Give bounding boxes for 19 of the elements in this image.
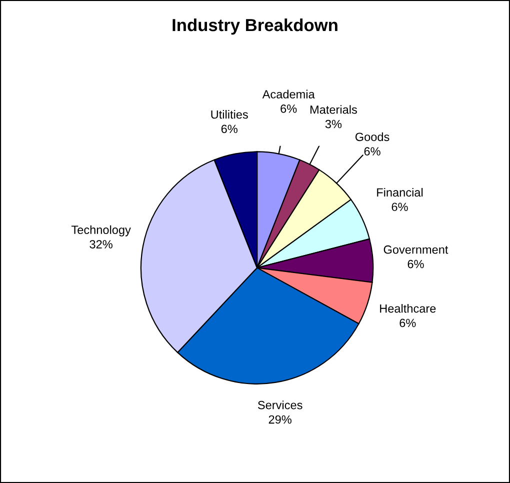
- data-label: 32%: [90, 240, 112, 248]
- data-label: 6%: [364, 147, 380, 156]
- data-label: 6%: [392, 202, 408, 212]
- slice-label: Goods: [355, 132, 390, 142]
- data-label: 6%: [408, 260, 424, 268]
- data-label: 6%: [221, 124, 238, 134]
- data-label: 29%: [268, 415, 292, 424]
- slice-label: Services: [258, 400, 302, 410]
- slice-label: Materials: [310, 105, 357, 114]
- slice-label: Financial: [377, 188, 423, 197]
- slice-label: Technology: [71, 225, 131, 236]
- chart-title: Industry Breakdown: [172, 18, 338, 35]
- slice-label: Utilities: [211, 110, 248, 119]
- slice-label: Academia: [262, 90, 315, 98]
- data-label: 3%: [325, 120, 342, 128]
- data-label: 6%: [280, 104, 297, 113]
- data-label: 6%: [400, 318, 416, 328]
- slice-label: Healthcare: [380, 304, 436, 313]
- slice-label: Government: [384, 245, 448, 254]
